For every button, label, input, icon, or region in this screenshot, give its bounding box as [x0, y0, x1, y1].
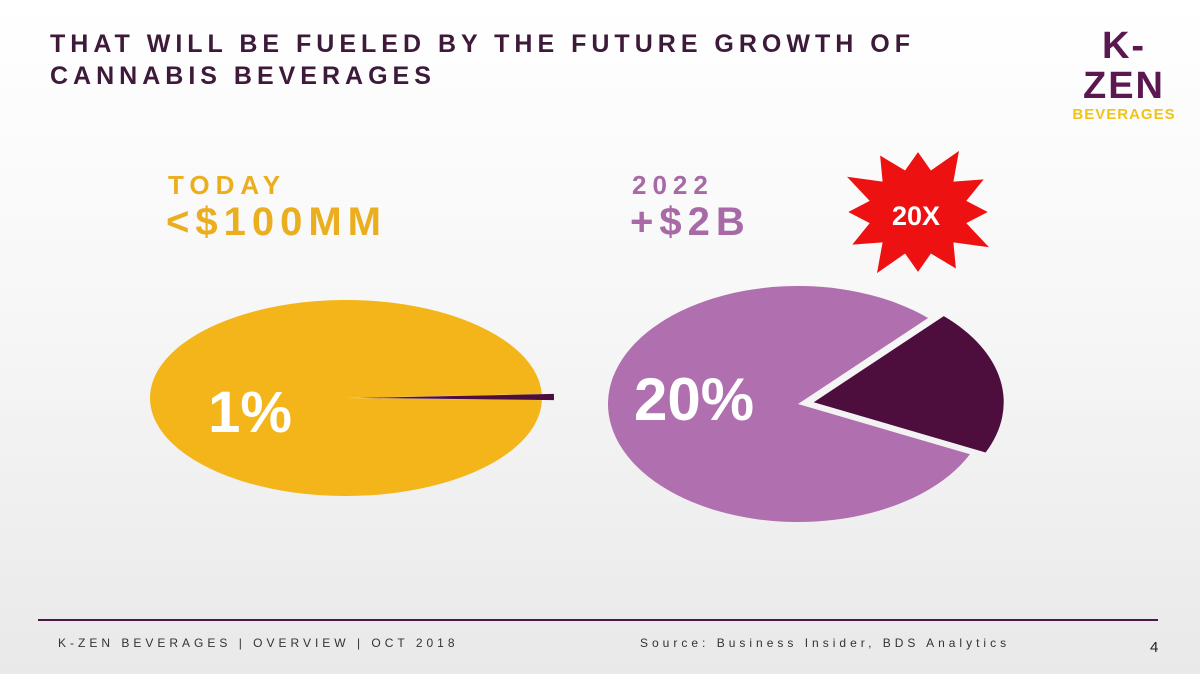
slide-title: THAT WILL BE FUELED BY THE FUTURE GROWTH…: [50, 28, 1010, 92]
pie-slice-highlight: [813, 316, 1004, 453]
pie-slice-remainder: [150, 300, 542, 497]
logo-wordmark: K-ZEN: [1083, 25, 1165, 107]
pie-percent-label: 1%: [208, 380, 292, 445]
badge-20x-label: 20X: [892, 201, 940, 231]
footer-source: Source: Business Insider, BDS Analytics: [640, 636, 1011, 650]
burst-star-shape: [847, 150, 989, 274]
pie-slice-highlight: [357, 393, 554, 401]
footer-company-info: K-ZEN BEVERAGES | OVERVIEW | OCT 2018: [58, 636, 459, 650]
pie-today: 1%: [150, 300, 554, 497]
year-2022-label: 2022: [632, 170, 714, 200]
slide-title-line-2: CANNABIS BEVERAGES: [50, 62, 436, 90]
logo-subtitle: BEVERAGES: [1072, 106, 1176, 123]
footer-divider: [38, 619, 1158, 621]
today-market-size: <$100MM: [166, 200, 387, 244]
page-number: 4: [1150, 639, 1159, 656]
kzen-logo: K-ZEN BEVERAGES: [1066, 26, 1182, 123]
slide-title-line-1: THAT WILL BE FUELED BY THE FUTURE GROWTH…: [50, 30, 915, 58]
pie-slice-remainder: [607, 285, 970, 522]
today-label: TODAY: [168, 170, 287, 200]
badge-20x: 20X: [847, 150, 989, 274]
pie-percent-label: 20%: [634, 366, 754, 433]
year-2022-market-size: +$2B: [630, 200, 751, 244]
pie-2022: 20%: [607, 285, 1004, 522]
